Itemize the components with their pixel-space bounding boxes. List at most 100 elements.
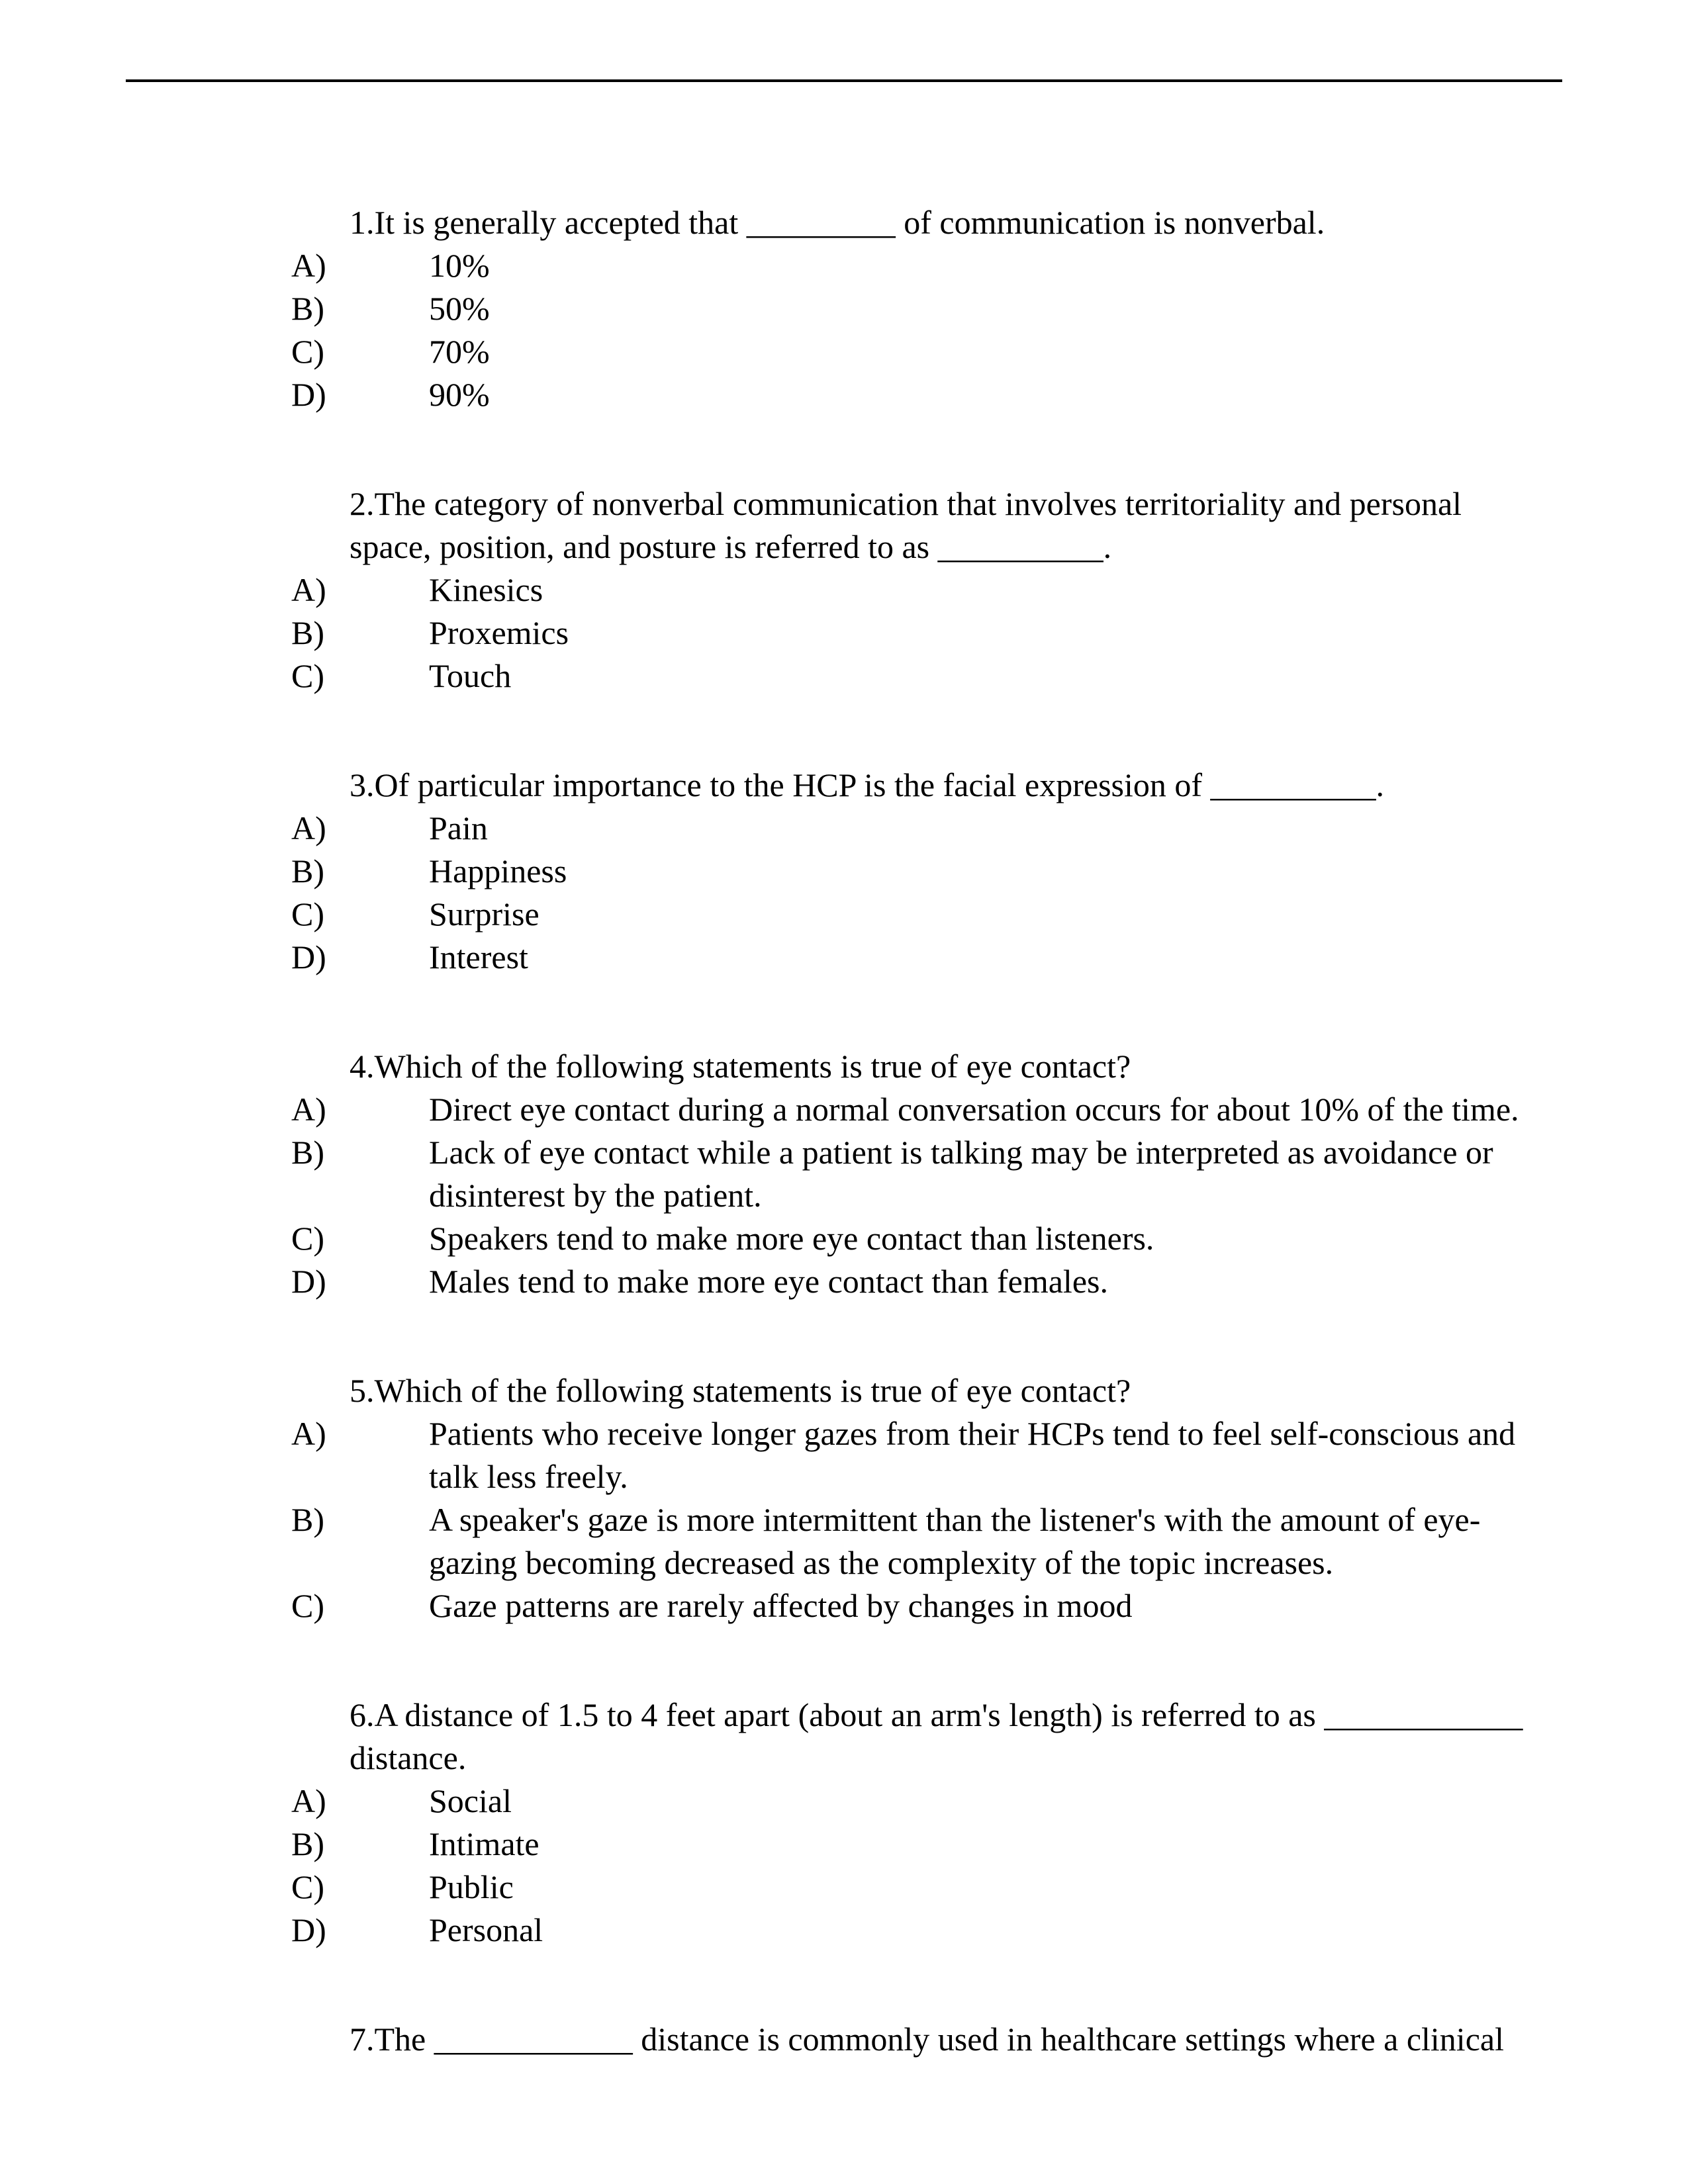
option-text: Males tend to make more eye contact than… bbox=[429, 1260, 1549, 1303]
option-text: Speakers tend to make more eye contact t… bbox=[429, 1217, 1549, 1260]
option-letter: B) bbox=[291, 287, 429, 330]
option-letter: A) bbox=[291, 807, 429, 850]
option-text: A speaker's gaze is more intermittent th… bbox=[429, 1498, 1549, 1584]
option-text: Patients who receive longer gazes from t… bbox=[429, 1412, 1549, 1498]
option-letter: A) bbox=[291, 1088, 429, 1131]
option-letter: D) bbox=[291, 1909, 429, 1952]
question-stem: A distance of 1.5 to 4 feet apart (about… bbox=[350, 1696, 1523, 1776]
option-letter: C) bbox=[291, 1866, 429, 1909]
option: A)Pain bbox=[291, 807, 1549, 850]
option-letter: D) bbox=[291, 936, 429, 979]
option-text: Lack of eye contact while a patient is t… bbox=[429, 1131, 1549, 1217]
option-letter: D) bbox=[291, 373, 429, 416]
option-letter: B) bbox=[291, 1131, 429, 1174]
option-text: Social bbox=[429, 1780, 1549, 1823]
option-text: Interest bbox=[429, 936, 1549, 979]
question-text: 7.The ____________ distance is commonly … bbox=[291, 2018, 1549, 2061]
question-text: 1.It is generally accepted that ________… bbox=[291, 201, 1549, 244]
question-number: 3. bbox=[350, 766, 375, 803]
question: 6.A distance of 1.5 to 4 feet apart (abo… bbox=[291, 1694, 1549, 1952]
option: D)Interest bbox=[291, 936, 1549, 979]
option-text: Intimate bbox=[429, 1823, 1549, 1866]
option: D)90% bbox=[291, 373, 1549, 416]
question: 4.Which of the following statements is t… bbox=[291, 1045, 1549, 1303]
question-stem: The ____________ distance is commonly us… bbox=[375, 2021, 1504, 2058]
option-letter: C) bbox=[291, 330, 429, 373]
option-letter: C) bbox=[291, 1217, 429, 1260]
options-list: A)Patients who receive longer gazes from… bbox=[291, 1412, 1549, 1627]
question-number: 4. bbox=[350, 1048, 375, 1085]
option-letter: D) bbox=[291, 1260, 429, 1303]
option-letter: B) bbox=[291, 1823, 429, 1866]
options-list: A)10%B)50%C)70%D)90% bbox=[291, 244, 1549, 416]
option-letter: C) bbox=[291, 893, 429, 936]
question-stem: Of particular importance to the HCP is t… bbox=[375, 766, 1385, 803]
option-letter: C) bbox=[291, 1584, 429, 1627]
option: B)Happiness bbox=[291, 850, 1549, 893]
option-text: Pain bbox=[429, 807, 1549, 850]
question-stem: It is generally accepted that _________ … bbox=[375, 204, 1325, 241]
option-text: Proxemics bbox=[429, 612, 1549, 655]
option-letter: B) bbox=[291, 1498, 429, 1541]
question-number: 6. bbox=[350, 1696, 375, 1733]
question-number: 1. bbox=[350, 204, 375, 241]
option-text: 70% bbox=[429, 330, 1549, 373]
option: B)50% bbox=[291, 287, 1549, 330]
options-list: A)SocialB)IntimateC)PublicD)Personal bbox=[291, 1780, 1549, 1952]
option-text: 50% bbox=[429, 287, 1549, 330]
option-text: Gaze patterns are rarely affected by cha… bbox=[429, 1584, 1549, 1627]
option-text: Touch bbox=[429, 655, 1549, 698]
option-letter: A) bbox=[291, 569, 429, 612]
option: C)Touch bbox=[291, 655, 1549, 698]
option-letter: A) bbox=[291, 1780, 429, 1823]
options-list: A)PainB)HappinessC)SurpriseD)Interest bbox=[291, 807, 1549, 979]
option: A)Kinesics bbox=[291, 569, 1549, 612]
question: 2.The category of nonverbal communicatio… bbox=[291, 482, 1549, 698]
option-letter: B) bbox=[291, 850, 429, 893]
top-horizontal-rule bbox=[126, 79, 1562, 82]
option: A)Social bbox=[291, 1780, 1549, 1823]
option-text: Direct eye contact during a normal conve… bbox=[429, 1088, 1549, 1131]
options-list: A)Direct eye contact during a normal con… bbox=[291, 1088, 1549, 1303]
option: C)Gaze patterns are rarely affected by c… bbox=[291, 1584, 1549, 1627]
option: B)A speaker's gaze is more intermittent … bbox=[291, 1498, 1549, 1584]
option: A)Patients who receive longer gazes from… bbox=[291, 1412, 1549, 1498]
option: C)Public bbox=[291, 1866, 1549, 1909]
question-stem: Which of the following statements is tru… bbox=[375, 1048, 1131, 1085]
option-letter: C) bbox=[291, 655, 429, 698]
option-letter: A) bbox=[291, 244, 429, 287]
questions-container: 1.It is generally accepted that ________… bbox=[126, 201, 1562, 2061]
question: 1.It is generally accepted that ________… bbox=[291, 201, 1549, 416]
option-text: 90% bbox=[429, 373, 1549, 416]
option-text: Public bbox=[429, 1866, 1549, 1909]
question-text: 3.Of particular importance to the HCP is… bbox=[291, 764, 1549, 807]
question-text: 6.A distance of 1.5 to 4 feet apart (abo… bbox=[291, 1694, 1549, 1780]
question-number: 7. bbox=[350, 2021, 375, 2058]
question: 5.Which of the following statements is t… bbox=[291, 1369, 1549, 1627]
question-number: 5. bbox=[350, 1372, 375, 1409]
option: C)70% bbox=[291, 330, 1549, 373]
question-stem: The category of nonverbal communication … bbox=[350, 485, 1462, 565]
option-text: Surprise bbox=[429, 893, 1549, 936]
option: B)Lack of eye contact while a patient is… bbox=[291, 1131, 1549, 1217]
page: 1.It is generally accepted that ________… bbox=[0, 0, 1688, 2061]
question-text: 5.Which of the following statements is t… bbox=[291, 1369, 1549, 1412]
option: A)10% bbox=[291, 244, 1549, 287]
option-letter: B) bbox=[291, 612, 429, 655]
option: D)Personal bbox=[291, 1909, 1549, 1952]
question-text: 2.The category of nonverbal communicatio… bbox=[291, 482, 1549, 569]
question: 3.Of particular importance to the HCP is… bbox=[291, 764, 1549, 979]
option: D)Males tend to make more eye contact th… bbox=[291, 1260, 1549, 1303]
option: C)Speakers tend to make more eye contact… bbox=[291, 1217, 1549, 1260]
question-number: 2. bbox=[350, 485, 375, 522]
option: B)Intimate bbox=[291, 1823, 1549, 1866]
option-text: Kinesics bbox=[429, 569, 1549, 612]
options-list: A)KinesicsB)ProxemicsC)Touch bbox=[291, 569, 1549, 698]
option: C)Surprise bbox=[291, 893, 1549, 936]
option-text: 10% bbox=[429, 244, 1549, 287]
question: 7.The ____________ distance is commonly … bbox=[291, 2018, 1549, 2061]
question-text: 4.Which of the following statements is t… bbox=[291, 1045, 1549, 1088]
question-stem: Which of the following statements is tru… bbox=[375, 1372, 1131, 1409]
option-letter: A) bbox=[291, 1412, 429, 1455]
option: A)Direct eye contact during a normal con… bbox=[291, 1088, 1549, 1131]
